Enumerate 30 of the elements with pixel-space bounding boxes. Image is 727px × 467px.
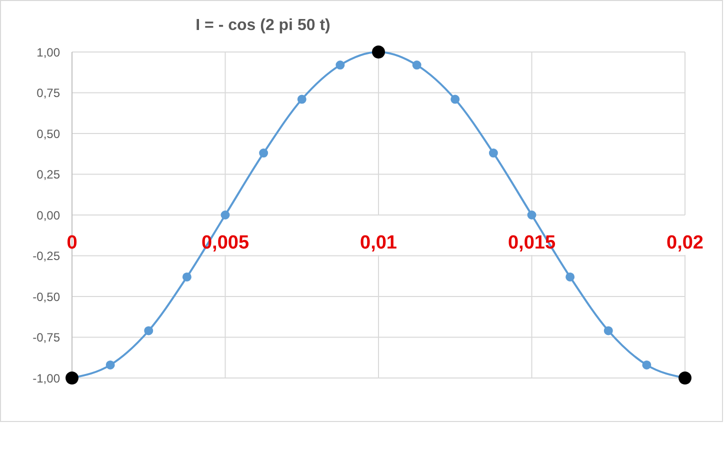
x-tick-label: 0,02 (666, 232, 704, 254)
point (220, 210, 230, 220)
y-tick-label: 0,00 (36, 208, 60, 222)
point (144, 326, 154, 336)
point (372, 46, 385, 58)
point (488, 148, 498, 158)
y-tick-label: -1,00 (32, 371, 60, 386)
point (412, 60, 422, 70)
y-tick-label: -0,50 (32, 290, 60, 304)
y-tick-label: 0,25 (36, 168, 60, 182)
point (297, 94, 306, 104)
y-tick-label: -0,25 (32, 249, 60, 264)
point (566, 272, 575, 282)
y-tick-label: 0,75 (36, 86, 60, 100)
x-tick-label: 0 (66, 232, 78, 254)
point (336, 60, 345, 70)
chart-title: I = - cos (2 pi 50 t) (194, 16, 332, 36)
point (678, 372, 692, 384)
point (642, 360, 652, 370)
y-tick-label: 1,00 (36, 45, 60, 60)
point (527, 210, 536, 220)
point (604, 326, 613, 336)
x-tick-label: 0,01 (360, 232, 398, 254)
point (259, 148, 268, 158)
y-tick-label: -0,75 (32, 330, 60, 345)
point (182, 272, 192, 282)
point (66, 372, 78, 384)
point (450, 94, 460, 104)
point (106, 360, 115, 370)
y-tick-label: 0,50 (36, 126, 60, 141)
